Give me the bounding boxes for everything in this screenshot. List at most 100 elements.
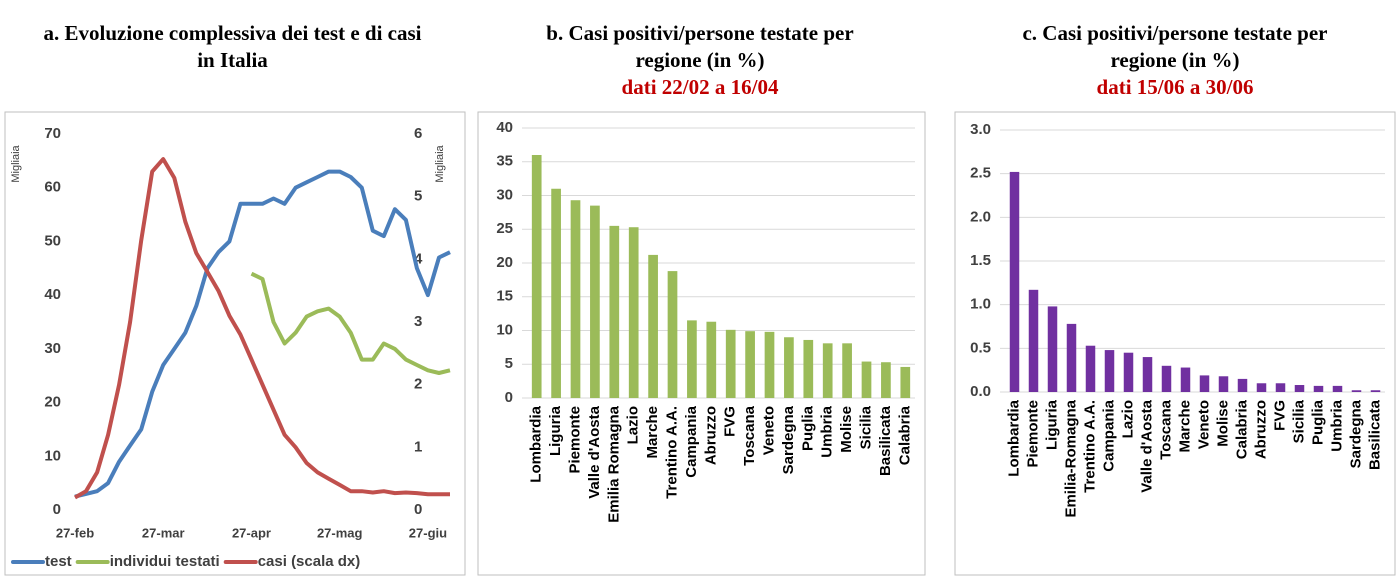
line-series xyxy=(250,271,451,375)
bar xyxy=(861,361,872,398)
legend-label: test xyxy=(45,553,72,570)
chart-frame xyxy=(4,111,466,576)
y-tick-label: 40 xyxy=(44,286,61,303)
bar xyxy=(764,331,775,398)
y-axis-label: Migliaia xyxy=(10,144,22,182)
legend-label: casi (scala dx) xyxy=(258,553,361,570)
y-tick-label: 30 xyxy=(496,186,513,203)
x-tick-label: Trentino A.A. xyxy=(663,406,680,499)
line-series xyxy=(74,169,451,499)
x-tick-label: Abruzzo xyxy=(1252,400,1269,459)
bar xyxy=(745,331,755,398)
y-tick-label: 2.5 xyxy=(970,165,991,182)
x-tick-label: Lombardia xyxy=(528,405,545,482)
bar xyxy=(1009,171,1020,392)
y-tick-label: 1.5 xyxy=(970,252,991,269)
x-tick-label: Campania xyxy=(683,405,700,477)
x-tick-label: Emilia Romagna xyxy=(605,405,622,522)
bar xyxy=(609,225,620,398)
y-tick-label: 40 xyxy=(496,119,513,136)
x-tick-label: Sicilia xyxy=(857,405,874,449)
y2-tick-label: 5 xyxy=(414,188,422,205)
bar xyxy=(1066,323,1077,392)
bar xyxy=(1218,376,1229,392)
x-tick-label: Piemonte xyxy=(1024,400,1041,468)
y-tick-label: 20 xyxy=(44,394,61,411)
legend-label: individui testati xyxy=(110,553,220,570)
x-tick-label: FVG xyxy=(722,406,739,437)
bar xyxy=(881,362,891,398)
bar xyxy=(551,188,561,398)
x-tick-label: 27-feb xyxy=(56,525,94,540)
x-tick-label: Marche xyxy=(644,406,661,459)
bar xyxy=(531,155,542,398)
bar xyxy=(687,320,697,398)
bar xyxy=(1351,390,1362,392)
chart-title: b. Casi positivi/persone testate per reg… xyxy=(546,21,854,72)
bar xyxy=(1047,306,1058,392)
bar xyxy=(842,343,852,398)
x-tick-label: 27-apr xyxy=(232,525,271,540)
x-tick-label: Toscana xyxy=(741,405,758,465)
y-tick-label: 0 xyxy=(53,501,61,518)
x-tick-label: Lazio xyxy=(625,406,642,444)
y2-tick-label: 6 xyxy=(414,125,422,142)
x-tick-label: Calabria xyxy=(896,405,913,465)
bar xyxy=(706,321,717,398)
y2-tick-label: 2 xyxy=(414,376,422,393)
chart-title: a. Evoluzione complessiva dei test e di … xyxy=(43,21,422,72)
bar xyxy=(1180,367,1191,392)
x-tick-label: Toscana xyxy=(1157,399,1174,459)
bar xyxy=(1370,390,1381,392)
x-tick-label: Liguria xyxy=(1043,399,1060,450)
y-tick-label: 10 xyxy=(496,321,513,338)
bar xyxy=(1161,365,1172,392)
x-tick-label: Valle d'Aosta xyxy=(1138,399,1155,492)
x-tick-label: Basilicata xyxy=(1366,399,1383,470)
x-tick-label: Basilicata xyxy=(877,405,894,476)
x-tick-label: 27-mag xyxy=(317,525,363,540)
chart-subtitle: dati 15/06 a 30/06 xyxy=(1096,75,1254,99)
bar xyxy=(590,205,600,398)
bar xyxy=(784,337,794,398)
x-tick-label: Sardegna xyxy=(1347,399,1364,468)
bar xyxy=(1256,383,1267,392)
y-tick-label: 50 xyxy=(44,232,61,249)
y-tick-label: 15 xyxy=(496,288,513,305)
x-tick-label: Molise xyxy=(1214,400,1231,447)
y-tick-label: 60 xyxy=(44,179,61,196)
bar xyxy=(667,271,678,398)
x-tick-label: Sardegna xyxy=(780,405,797,474)
y-tick-label: 10 xyxy=(44,447,61,464)
x-tick-label: Puglia xyxy=(1309,399,1326,445)
x-tick-label: Molise xyxy=(838,406,855,453)
x-tick-label: Lazio xyxy=(1119,400,1136,438)
x-tick-label: Valle d'Aosta xyxy=(586,405,603,498)
chart-title: c. Casi positivi/persone testate per reg… xyxy=(1010,20,1340,101)
bar xyxy=(1123,352,1134,392)
bar xyxy=(1332,385,1343,392)
x-tick-label: Veneto xyxy=(760,406,777,455)
y-tick-label: 0 xyxy=(505,389,513,406)
y-tick-label: 70 xyxy=(44,125,61,142)
y2-tick-label: 3 xyxy=(414,313,422,330)
bar xyxy=(900,366,911,398)
bar xyxy=(1237,378,1248,392)
bar xyxy=(725,329,736,398)
x-tick-label: Campania xyxy=(1100,399,1117,471)
chart-title: b. Casi positivi/persone testate per reg… xyxy=(535,20,865,101)
bar xyxy=(1085,345,1096,392)
y2-tick-label: 1 xyxy=(414,438,422,455)
x-tick-label: Veneto xyxy=(1195,400,1212,449)
bar xyxy=(1275,383,1286,392)
x-tick-label: Trentino A.A. xyxy=(1081,400,1098,493)
bar xyxy=(1199,375,1210,392)
x-tick-label: Lombardia xyxy=(1005,399,1022,476)
y-tick-label: 20 xyxy=(496,254,513,271)
y-tick-label: 0.5 xyxy=(970,339,991,356)
line-series xyxy=(74,157,450,500)
x-tick-label: Puglia xyxy=(799,405,816,451)
x-tick-label: FVG xyxy=(1271,400,1288,431)
